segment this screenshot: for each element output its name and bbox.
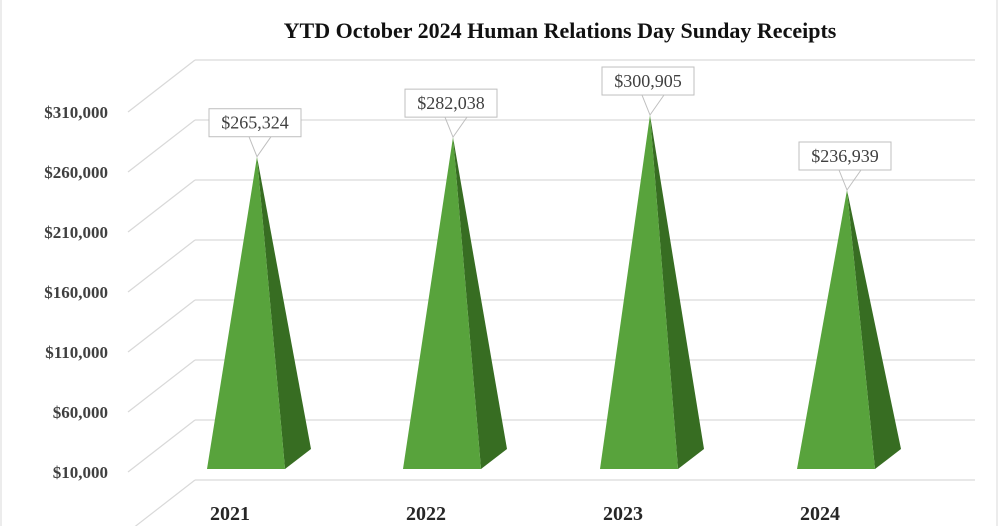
y-tick-label: $260,000	[44, 163, 108, 182]
data-label: $265,324	[221, 113, 289, 133]
y-tick-label: $10,000	[53, 463, 108, 482]
data-label: $300,905	[614, 71, 682, 91]
pyramid-front	[797, 190, 875, 469]
data-label-pointer	[838, 169, 862, 192]
x-tick-label: 2023	[603, 503, 643, 525]
x-tick-label: 2022	[406, 503, 446, 525]
pyramid-side	[257, 156, 311, 469]
pyramid-side	[650, 115, 704, 469]
data-label-pointer	[641, 94, 665, 117]
y-tick-label: $60,000	[53, 403, 108, 422]
gridline-diagonal	[127, 299, 196, 353]
data-label-box	[208, 108, 302, 138]
data-label-box	[798, 141, 892, 171]
gridline-diagonal	[134, 479, 196, 526]
x-tick-label: 2024	[800, 503, 840, 525]
chart-title: YTD October 2024 Human Relations Day Sun…	[283, 18, 837, 43]
pyramid-front	[403, 137, 481, 469]
y-tick-label: $210,000	[44, 223, 108, 242]
data-label-box	[404, 88, 498, 118]
pyramid-side	[453, 137, 507, 469]
x-tick-label: 2021	[210, 503, 250, 525]
pyramid-front	[600, 115, 678, 469]
y-tick-label: $310,000	[44, 103, 108, 122]
y-tick-label: $110,000	[45, 343, 108, 362]
pyramid-front	[207, 156, 285, 469]
gridline-diagonal	[127, 59, 196, 113]
data-label-pointer	[444, 116, 468, 139]
gridline-diagonal	[127, 179, 196, 233]
data-label: $236,939	[811, 146, 879, 166]
data-label-box	[601, 66, 695, 96]
gridline-diagonal	[127, 239, 196, 293]
y-tick-label: $160,000	[44, 283, 108, 302]
data-label-pointer	[248, 136, 272, 158]
gridline-diagonal	[127, 359, 196, 413]
gridline-diagonal	[127, 119, 196, 173]
pyramid-side	[847, 190, 901, 469]
gridline-diagonal	[127, 419, 196, 473]
data-label: $282,038	[417, 93, 485, 113]
